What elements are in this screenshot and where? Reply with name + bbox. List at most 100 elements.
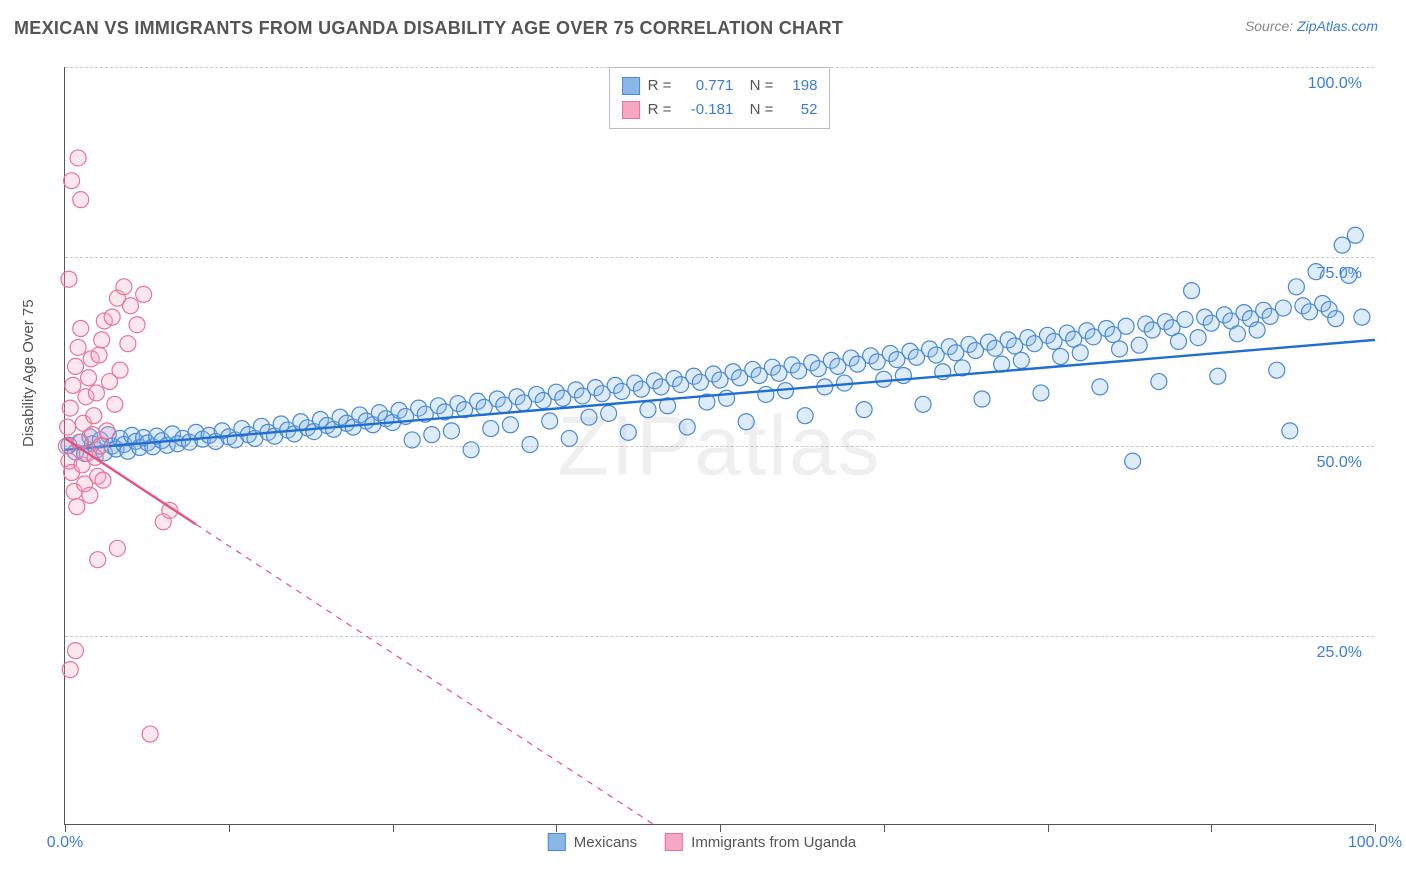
scatter-point: [1288, 279, 1304, 295]
x-tick: [556, 824, 557, 832]
scatter-point: [62, 662, 78, 678]
source-prefix: Source:: [1245, 18, 1297, 34]
scatter-point: [109, 540, 125, 556]
scatter-point: [1053, 349, 1069, 365]
x-tick: [1048, 824, 1049, 832]
chart-container: Disability Age Over 75 ZIPatlas R = 0.77…: [12, 47, 1392, 867]
x-tick: [1375, 824, 1376, 832]
scatter-point: [522, 436, 538, 452]
scatter-point: [70, 150, 86, 166]
scatter-point: [99, 423, 115, 439]
plot-area: ZIPatlas R = 0.771 N = 198 R = -0.181 N …: [64, 67, 1374, 825]
x-tick-label: 0.0%: [47, 834, 83, 852]
scatter-point: [856, 402, 872, 418]
source-link[interactable]: ZipAtlas.com: [1297, 18, 1378, 34]
scatter-point: [88, 385, 104, 401]
scatter-point: [404, 432, 420, 448]
scatter-point: [1347, 227, 1363, 243]
x-tick: [229, 824, 230, 832]
stats-row-series-0: R = 0.771 N = 198: [622, 74, 818, 98]
scatter-point: [82, 487, 98, 503]
scatter-point: [1151, 374, 1167, 390]
stats-r-label: R =: [648, 74, 672, 98]
scatter-point: [1190, 330, 1206, 346]
x-tick: [65, 824, 66, 832]
scatter-point: [1282, 423, 1298, 439]
scatter-point: [107, 396, 123, 412]
scatter-point: [112, 362, 128, 378]
scatter-point: [797, 408, 813, 424]
scatter-point: [1308, 264, 1324, 280]
scatter-point: [1184, 283, 1200, 299]
stats-n-label: N =: [741, 74, 773, 98]
scatter-point: [1269, 362, 1285, 378]
legend-item-0: Mexicans: [548, 833, 637, 851]
scatter-point: [1210, 368, 1226, 384]
scatter-point: [142, 726, 158, 742]
scatter-point: [91, 347, 107, 363]
scatter-point: [738, 414, 754, 430]
stats-legend-box: R = 0.771 N = 198 R = -0.181 N = 52: [609, 67, 831, 129]
scatter-point: [443, 423, 459, 439]
x-tick: [720, 824, 721, 832]
scatter-point: [1112, 341, 1128, 357]
scatter-point: [561, 430, 577, 446]
scatter-point: [1249, 322, 1265, 338]
scatter-point: [463, 442, 479, 458]
stats-n-label: N =: [741, 98, 773, 122]
scatter-point: [1177, 311, 1193, 327]
scatter-point: [1072, 345, 1088, 361]
scatter-point: [640, 402, 656, 418]
scatter-point: [67, 358, 83, 374]
scatter-point: [483, 421, 499, 437]
trendline-dashed: [196, 524, 655, 825]
scatter-point: [1275, 300, 1291, 316]
scatter-point: [73, 192, 89, 208]
x-tick: [393, 824, 394, 832]
stats-r-value-1: -0.181: [679, 98, 733, 122]
scatter-point: [1092, 379, 1108, 395]
scatter-point: [116, 279, 132, 295]
legend-swatch-1: [665, 833, 683, 851]
x-tick: [1211, 824, 1212, 832]
stats-r-label: R =: [648, 98, 672, 122]
scatter-point: [581, 409, 597, 425]
stats-row-series-1: R = -0.181 N = 52: [622, 98, 818, 122]
scatter-point: [1341, 267, 1357, 283]
scatter-point: [65, 377, 81, 393]
scatter-point: [86, 408, 102, 424]
legend-label-0: Mexicans: [574, 834, 637, 851]
scatter-point: [974, 391, 990, 407]
scatter-point: [123, 298, 139, 314]
scatter-point: [1013, 352, 1029, 368]
legend-item-1: Immigrants from Uganda: [665, 833, 856, 851]
stats-r-value-0: 0.771: [679, 74, 733, 98]
x-tick: [884, 824, 885, 832]
scatter-point: [1033, 385, 1049, 401]
scatter-point: [62, 400, 78, 416]
scatter-point: [81, 370, 97, 386]
chart-title: MEXICAN VS IMMIGRANTS FROM UGANDA DISABI…: [14, 18, 843, 39]
source-attribution: Source: ZipAtlas.com: [1245, 18, 1378, 34]
swatch-series-1: [622, 101, 640, 119]
scatter-point: [1229, 326, 1245, 342]
scatter-point: [1125, 453, 1141, 469]
swatch-series-0: [622, 77, 640, 95]
scatter-point: [601, 405, 617, 421]
scatter-point: [73, 321, 89, 337]
scatter-point: [61, 271, 77, 287]
legend-swatch-0: [548, 833, 566, 851]
trendline: [65, 340, 1375, 450]
scatter-point: [129, 317, 145, 333]
x-tick-label: 100.0%: [1348, 834, 1402, 852]
scatter-point: [1354, 309, 1370, 325]
stats-n-value-1: 52: [781, 98, 817, 122]
scatter-point: [136, 286, 152, 302]
scatter-point: [758, 386, 774, 402]
scatter-point: [1328, 311, 1344, 327]
bottom-legend: Mexicans Immigrants from Uganda: [548, 833, 856, 851]
scatter-point: [92, 438, 108, 454]
scatter-point: [69, 499, 85, 515]
scatter-point: [915, 396, 931, 412]
scatter-point: [1334, 237, 1350, 253]
